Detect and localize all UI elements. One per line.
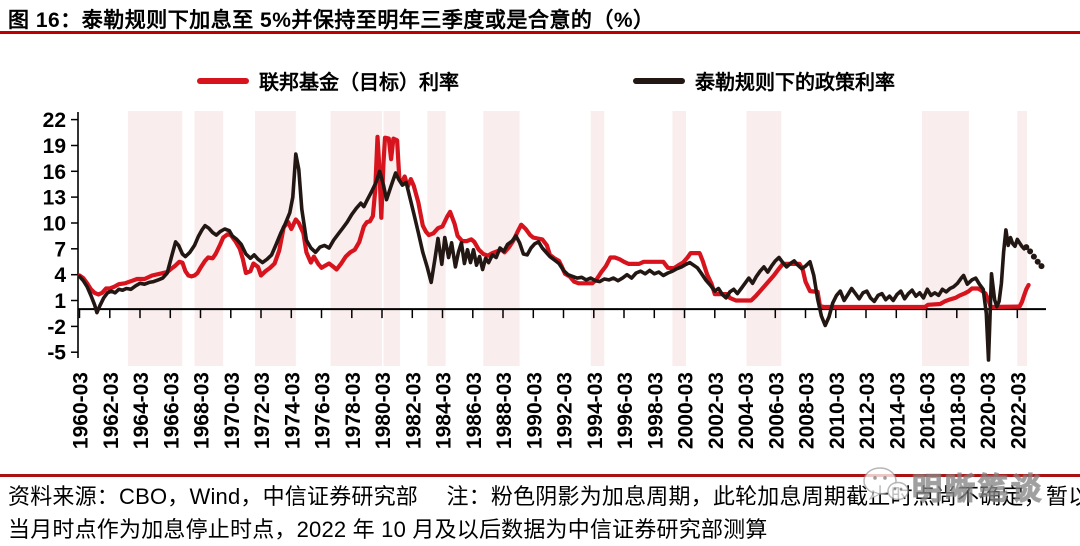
x-axis-tick-label: 1962-03 [100, 372, 123, 449]
x-axis-tick-label: 2014-03 [886, 372, 909, 449]
x-axis-tick-label: 1980-03 [372, 372, 395, 449]
footer-note-line: 当月时点作为加息停止时点，2022 年 10 月及以后数据为中信证券研究部测算 [8, 517, 768, 542]
figure-title: 图 16：泰勒规则下加息至 5%并保持至明年三季度或是合意的（%） [8, 9, 655, 32]
x-axis-tick-label: 2008-03 [796, 372, 819, 449]
x-axis-tick-label: 2002-03 [705, 372, 728, 449]
x-axis-tick-label: 1984-03 [433, 372, 456, 449]
x-axis-tick-label: 2022-03 [1007, 372, 1030, 449]
x-axis-tick-label: 2006-03 [765, 372, 788, 449]
taylor-rule-forecast-dot [1030, 253, 1037, 260]
hike-cycle-band [127, 111, 183, 366]
x-axis-tick-label: 1968-03 [191, 372, 214, 449]
x-axis-tick-label: 2010-03 [826, 372, 849, 449]
hike-cycle-band [590, 111, 605, 366]
y-axis-tick-label: -5 [47, 342, 66, 365]
x-axis-tick-label: 1970-03 [221, 372, 244, 449]
taylor-rule-line [77, 152, 1026, 362]
y-axis-tick-label: 1 [54, 290, 66, 313]
x-axis-tick-label: 1978-03 [342, 372, 365, 449]
taylor-rule-forecast-dot [1023, 244, 1030, 251]
x-axis-tick-label: 1988-03 [493, 372, 516, 449]
x-axis-tick-label: 1990-03 [523, 372, 546, 449]
x-axis-tick-label: 2012-03 [856, 372, 879, 449]
title-underline-rule [0, 31, 1080, 34]
y-axis-tick-label: 13 [43, 187, 66, 210]
fed-funds-line-swatch [197, 77, 249, 84]
legend-label-taylor-rule: 泰勒规则下的政策利率 [695, 72, 895, 94]
x-axis-tick-label: 1974-03 [281, 372, 304, 449]
legend-entry-fed-funds: 联邦基金（目标）利率 [197, 66, 459, 95]
x-axis-tick-label: 1960-03 [70, 372, 93, 449]
hike-cycle-band [1017, 111, 1028, 366]
x-axis-tick-label: 1982-03 [402, 372, 425, 449]
hike-cycle-band [672, 111, 686, 366]
y-axis-tick-label: 10 [43, 213, 66, 236]
wechat-bubbles-icon [863, 467, 909, 501]
hike-cycle-band [922, 111, 969, 366]
y-axis-tick-label: 22 [43, 109, 66, 132]
legend-label-fed-funds: 联邦基金（目标）利率 [259, 72, 459, 94]
y-axis-tick-label: 16 [43, 161, 66, 184]
x-axis-tick-label: 1964-03 [130, 372, 153, 449]
taylor-rule-forecast-dot [1027, 248, 1034, 255]
watermark: 明晰笔谈 [860, 463, 1044, 509]
x-axis-tick-label: 2016-03 [917, 372, 940, 449]
legend-entry-taylor-rule: 泰勒规则下的政策利率 [633, 66, 895, 95]
fed-funds-target-rate-line [77, 134, 1031, 310]
taylor-rule-forecast-dot [1038, 263, 1045, 270]
x-axis-tick-label: 2020-03 [977, 372, 1000, 449]
y-axis-tick-label: 19 [43, 135, 66, 158]
y-axis-tick-label: 4 [54, 264, 66, 287]
x-axis-tick-label: 1994-03 [584, 372, 607, 449]
taylor-rule-line-swatch [633, 77, 685, 84]
x-axis-tick-label: 2000-03 [675, 372, 698, 449]
x-axis-tick-label: 1966-03 [160, 372, 183, 449]
x-axis-tick-label: 1996-03 [614, 372, 637, 449]
x-axis-tick-label: 1986-03 [463, 372, 486, 449]
y-axis-tick-label: 7 [54, 238, 66, 261]
x-axis-tick-label: 1998-03 [644, 372, 667, 449]
x-axis-tick-label: 1976-03 [312, 372, 335, 449]
x-axis-tick-label: 1972-03 [251, 372, 274, 449]
hike-cycle-band [746, 111, 782, 366]
y-axis-tick-label: -2 [47, 316, 66, 339]
x-axis-tick-label: 2004-03 [735, 372, 758, 449]
taylor-rule-forecast-dot [1034, 258, 1041, 265]
hike-cycle-band [330, 111, 382, 366]
hike-cycle-band [255, 111, 296, 366]
x-axis-tick-label: 1992-03 [554, 372, 577, 449]
x-axis-tick-label: 2018-03 [947, 372, 970, 449]
watermark-text: 明晰笔谈 [911, 472, 1044, 506]
